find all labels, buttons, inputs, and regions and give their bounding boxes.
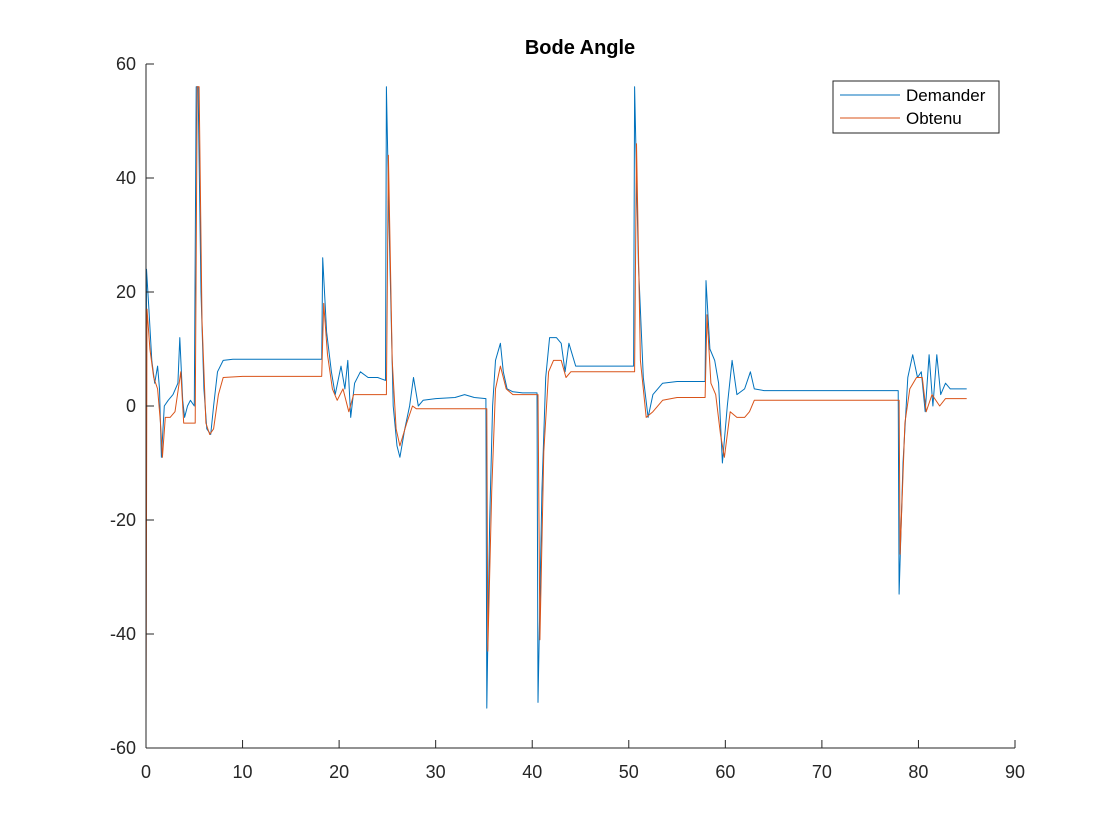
- y-tick-label: 60: [116, 54, 136, 74]
- legend-box: [832, 80, 1000, 134]
- y-tick-label: 20: [116, 282, 136, 302]
- legend: Demander Obtenu: [832, 80, 1000, 134]
- x-tick-label: 50: [619, 762, 639, 782]
- x-tick-label: 80: [908, 762, 928, 782]
- legend-label-demander: Demander: [906, 86, 986, 105]
- legend-label-obtenu: Obtenu: [906, 109, 962, 128]
- x-tick-label: 40: [522, 762, 542, 782]
- series-line-demander: [146, 86, 967, 726]
- x-tick-label: 30: [426, 762, 446, 782]
- x-tick-label: 70: [812, 762, 832, 782]
- y-tick-label: -40: [110, 624, 136, 644]
- ticks-layer: 0 10 20 30 40 50 60 70 80 90 -60 -40 -20 0 20 40 60: [110, 54, 1025, 782]
- y-tick-label: 0: [126, 396, 136, 416]
- series-layer: [146, 86, 967, 726]
- x-tick-label: 0: [141, 762, 151, 782]
- y-tick-label: -60: [110, 738, 136, 758]
- series-line-obtenu: [146, 86, 967, 726]
- y-tick-label: -20: [110, 510, 136, 530]
- x-tick-label: 10: [233, 762, 253, 782]
- chart-title: Bode Angle: [525, 37, 635, 59]
- x-tick-label: 90: [1005, 762, 1025, 782]
- y-tick-label: 40: [116, 168, 136, 188]
- x-tick-label: 60: [715, 762, 735, 782]
- x-tick-label: 20: [329, 762, 349, 782]
